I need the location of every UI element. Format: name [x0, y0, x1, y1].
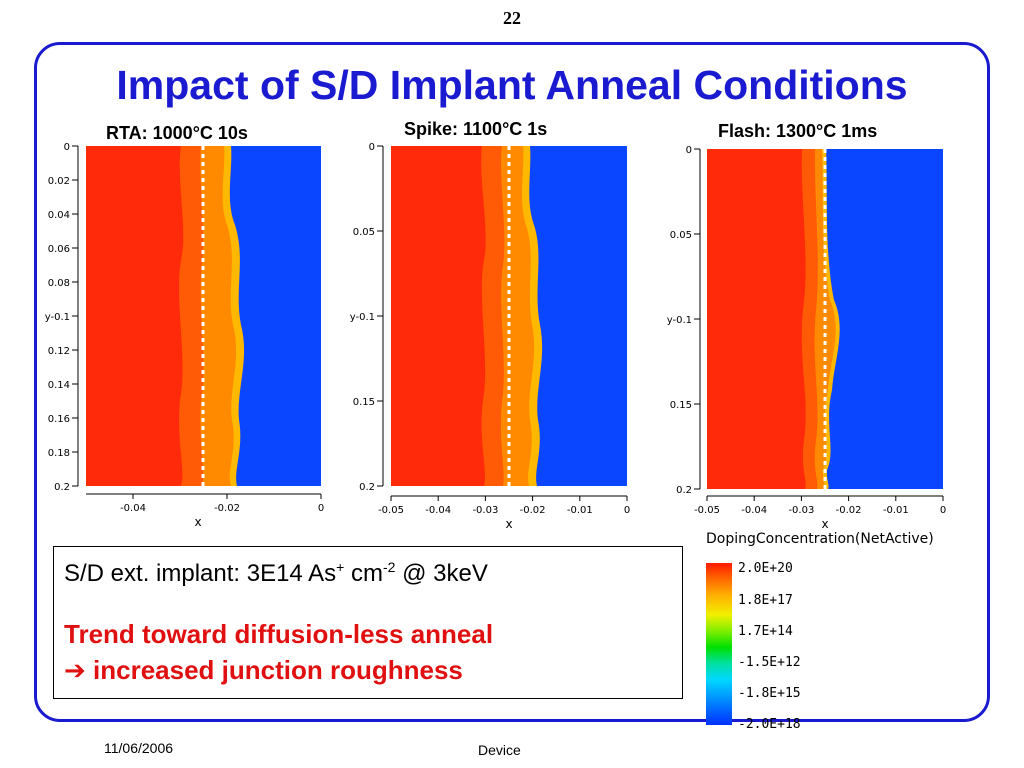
y-tick-label: 0.15: [670, 400, 692, 411]
y-tick-label: 0.2: [54, 482, 70, 493]
footer-date: 11/06/2006: [104, 740, 174, 756]
plot-label-spike: Spike: 1100°C 1s: [404, 119, 548, 139]
y-tick-label: 0.18: [48, 448, 70, 459]
x-tick-label: -0.03: [472, 505, 498, 516]
implant-sup-exponent: -2: [383, 559, 396, 575]
legend-label: -1.5E+12: [738, 655, 801, 670]
footer-center-text: Device: [478, 742, 521, 758]
trend-line-1: Trend toward diffusion-less anneal: [64, 619, 494, 649]
legend-label: 1.8E+17: [738, 593, 793, 608]
x-tick-label: -0.02: [520, 505, 546, 516]
x-tick-label: -0.02: [214, 503, 240, 514]
y-tick-label: y-0.1: [350, 312, 375, 323]
trend-line-2: ➔ increased junction roughness: [64, 655, 463, 685]
y-ticks: 0 0.02 0.04 0.06 0.08 y-0.1 0.12 0.14 0.16 0.18 0.…: [45, 142, 78, 493]
legend-label: -1.8E+15: [738, 686, 801, 701]
y-ticks: 0 0.05 y-0.1 0.15 0.2: [667, 145, 700, 496]
x-tick-label: -0.04: [425, 505, 451, 516]
x-tick-label: -0.01: [567, 505, 593, 516]
y-tick-label: 0.08: [48, 278, 70, 289]
y-tick-label: 0.2: [359, 482, 375, 493]
spike-doping-plot: 00.05y-0.10.150.2 -0.05 -0.04 -0.03 -0.02 -0…: [350, 142, 630, 531]
slide-frame: [34, 42, 990, 722]
implant-energy: @ 3keV: [395, 560, 488, 587]
legend-label: 2.0E+20: [738, 561, 793, 576]
y-tick-label: 0.05: [353, 227, 375, 238]
y-tick-label: 0: [64, 142, 70, 153]
y-ticks: 0 0.05 y-0.1 0.15 0.2: [350, 142, 383, 493]
x-tick-label: -0.04: [120, 503, 146, 514]
flash-doping-plot: 00.05y-0.10.150.2 -0.05 -0.04 -0.03 -0.02 -0…: [667, 145, 946, 531]
x-axis-title: x: [194, 515, 201, 529]
plot-label-flash: Flash: 1300°C 1ms: [718, 121, 878, 141]
p-region: [826, 149, 943, 489]
x-ticks: -0.05 -0.04 -0.03 -0.02 -0.01 0: [378, 496, 630, 516]
y-tick-label: 0: [686, 145, 692, 156]
legend-color-bar: [706, 563, 732, 725]
implant-prefix: S/D ext. implant: 3E14 As: [64, 560, 337, 587]
slide-title: Impact of S/D Implant Anneal Conditions: [116, 62, 908, 108]
legend-label: -2.0E+18: [738, 717, 801, 732]
rta-doping-plot: 0 0.02 0.04 0.06 0.08 y-0.1 0.12 0.14 0.16 0.18 0.…: [45, 142, 324, 529]
y-tick-label: 0.16: [48, 414, 70, 425]
y-tick-label: y-0.1: [45, 312, 70, 323]
y-tick-label: 0.05: [670, 230, 692, 241]
y-tick-label: 0: [369, 142, 375, 153]
slide-number: 22: [503, 8, 521, 28]
y-tick-label: y-0.1: [667, 315, 692, 326]
y-tick-label: 0.12: [48, 346, 70, 357]
plot-label-rta: RTA: 1000°C 10s: [106, 123, 248, 143]
y-tick-label: 0.2: [676, 485, 692, 496]
x-ticks: -0.04 -0.02 0: [120, 494, 324, 514]
implant-unit: cm: [344, 560, 383, 587]
x-tick-label: 0: [624, 505, 630, 516]
x-tick-label: -0.04: [741, 505, 767, 516]
y-tick-label: 0.02: [48, 176, 70, 187]
y-tick-label: 0.06: [48, 244, 70, 255]
x-tick-label: -0.03: [788, 505, 814, 516]
x-tick-label: -0.05: [378, 505, 404, 516]
x-tick-label: -0.05: [694, 505, 720, 516]
x-tick-label: -0.01: [883, 505, 909, 516]
legend-title: DopingConcentration(NetActive): [706, 531, 934, 547]
y-tick-label: 0.04: [48, 210, 70, 221]
y-tick-label: 0.15: [353, 397, 375, 408]
x-axis-title: x: [505, 517, 512, 531]
x-tick-label: 0: [940, 505, 946, 516]
x-tick-label: 0: [318, 503, 324, 514]
implant-sup-charge: +: [336, 559, 345, 575]
legend-label: 1.7E+14: [738, 624, 793, 639]
p-region: [229, 146, 321, 486]
y-tick-label: 0.14: [48, 380, 70, 391]
x-ticks: -0.05 -0.04 -0.03 -0.02 -0.01 0: [694, 496, 946, 516]
x-axis-title: x: [821, 517, 828, 531]
implant-condition-text: S/D ext. implant: 3E14 As+ cm-2 @ 3keV: [64, 559, 488, 588]
implant-info-box: S/D ext. implant: 3E14 As+ cm-2 @ 3keV T…: [53, 546, 683, 699]
p-region: [529, 146, 627, 486]
x-tick-label: -0.02: [836, 505, 862, 516]
